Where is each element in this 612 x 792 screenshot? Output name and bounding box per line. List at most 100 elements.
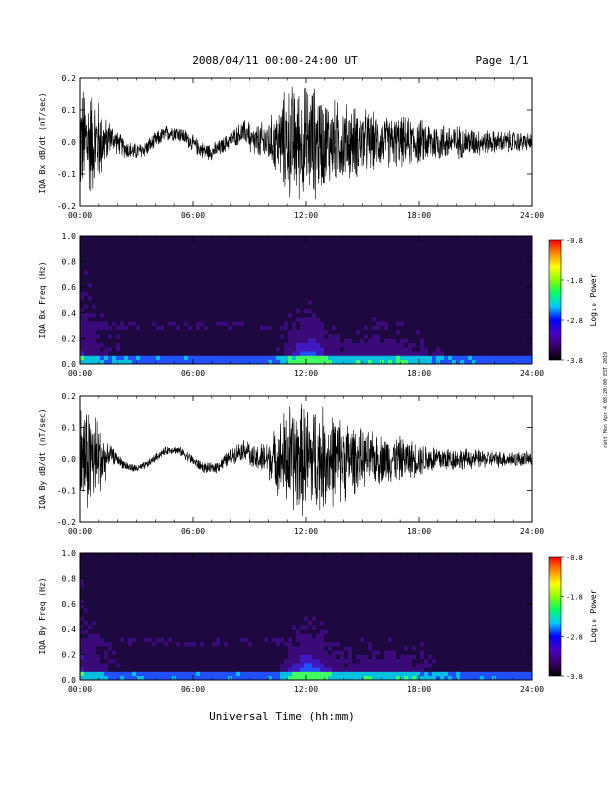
spectrogram-cell [224,578,229,583]
spectrogram-cell [368,308,373,314]
spectrogram-cell [300,282,305,288]
spectrogram-cell [144,291,149,297]
spectrogram-cell [228,287,233,292]
spectrogram-cell [276,334,281,339]
spectrogram-cell [484,244,489,250]
spectrogram-cell [424,338,429,343]
spectrogram-cell [120,612,125,617]
spectrogram-cell [240,282,245,288]
spectrogram-cell [240,616,245,622]
spectrogram-cell [388,253,393,258]
spectrogram-cell [284,278,289,284]
spectrogram-cell [448,346,453,352]
spectrogram-cell [440,257,445,262]
spectrogram-cell [212,599,217,605]
spectrogram-cell [248,240,253,245]
spectrogram-cell [192,675,197,681]
spectrogram-cell [140,248,145,254]
spectrogram-cell [228,654,233,660]
spectrogram-cell [168,654,173,660]
spectrogram-cell [272,308,277,314]
spectrogram-cell [468,325,473,331]
spectrogram-cell [264,248,269,254]
spectrogram-cell [412,334,417,339]
spectrogram-cell [136,287,141,292]
spectrogram-cell [172,663,177,668]
spectrogram-cell [92,667,97,672]
spectrogram-cell [104,261,109,267]
spectrogram-cell [116,261,121,267]
spectrogram-cell [252,325,257,331]
spectrogram-cell [308,248,313,254]
spectrogram-cell [96,675,101,681]
spectrogram-cell [516,282,521,288]
spectrogram-cell [348,355,353,361]
spectrogram-cell [484,295,489,301]
spectrogram-cell [456,342,461,348]
spectrogram-cell [212,646,217,651]
spectrogram-cell [164,637,169,643]
spectrogram-cell [144,637,149,643]
x-tick-label: 06:00 [181,369,205,378]
spectrogram-cell [128,574,133,579]
spectrogram-cell [116,338,121,343]
spectrogram-cell [168,351,173,356]
spectrogram-cell [176,257,181,262]
spectrogram-cell [188,338,193,343]
spectrogram-cell [120,265,125,271]
spectrogram-cell [144,257,149,262]
spectrogram-cell [128,637,133,643]
spectrogram-cell [128,646,133,651]
spectrogram-cell [140,257,145,262]
spectrogram-cell [404,317,409,322]
spectrogram-cell [300,355,305,361]
spectrogram-cell [420,244,425,250]
spectrogram-cell [376,300,381,305]
spectrogram-cell [140,359,145,365]
spectrogram-cell [224,608,229,613]
spectrogram-cell [144,599,149,605]
spectrogram-cell [92,257,97,262]
spectrogram-cell [360,291,365,297]
spectrogram-cell [332,291,337,297]
spectrogram-cell [512,287,517,292]
spectrogram-cell [268,240,273,245]
spectrogram-cell [128,586,133,592]
spectrogram-cell [128,253,133,258]
spectrogram-cell [192,629,197,634]
spectrogram-cell [176,624,181,630]
spectrogram-cell [328,304,333,309]
spectrogram-cell [196,675,201,681]
spectrogram-cell [96,667,101,672]
spectrogram-cell [372,236,377,241]
spectrogram-cell [180,629,185,634]
spectrogram-cell [316,257,321,262]
spectrogram-cell [116,274,121,279]
spectrogram-cell [216,257,221,262]
spectrogram-cell [340,295,345,301]
spectrogram-cell [188,637,193,643]
spectrogram-cell [388,291,393,297]
spectrogram-cell [464,351,469,356]
spectrogram-cell [256,240,261,245]
spectrogram-cell [136,317,141,322]
x-tick-label: 00:00 [68,369,92,378]
spectrogram-cell [108,334,113,339]
spectrogram-cell [244,595,249,600]
spectrogram-cell [224,616,229,622]
spectrogram-cell [504,295,509,301]
spectrogram-cell [128,244,133,250]
spectrogram-cell [148,646,153,651]
spectrogram-cell [224,291,229,297]
spectrogram-cell [528,304,533,309]
spectrogram-cell [248,565,253,571]
spectrogram-cell [304,265,309,271]
spectrogram-cell [192,261,197,267]
spectrogram-cell [332,317,337,322]
spectrogram-cell [436,355,441,361]
spectrogram-cell [132,287,137,292]
spectrogram-cell [376,291,381,297]
spectrogram-cell [140,342,145,348]
spectrogram-cell [436,240,441,245]
spectrogram-cell [156,295,161,301]
